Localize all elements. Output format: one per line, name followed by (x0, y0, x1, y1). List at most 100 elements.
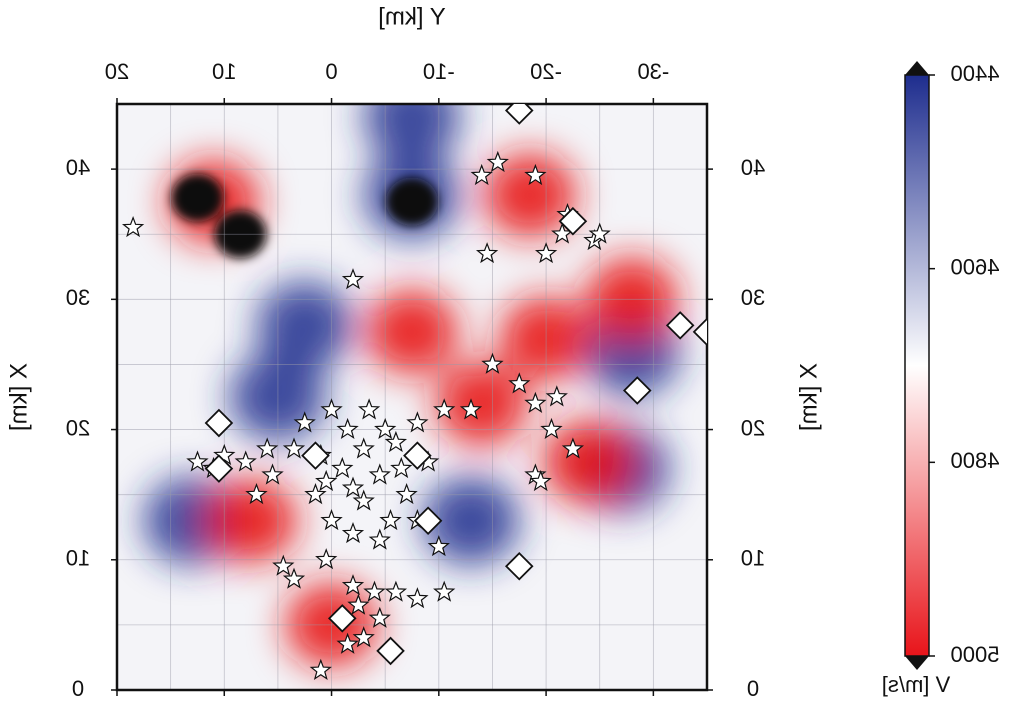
y-tick-label-right: 0 (747, 676, 759, 701)
earthquake-star (256, 437, 279, 459)
earthquake-star (341, 574, 365, 596)
x-axis-title: Y [km] (378, 3, 446, 30)
station-diamond (328, 604, 357, 633)
colorbar-gradient (904, 74, 930, 657)
earthquake-star (352, 626, 375, 648)
earthquake-star (315, 469, 338, 492)
earthquake-star (320, 508, 343, 531)
earthquake-star (395, 482, 418, 505)
earthquake-star (341, 476, 365, 498)
earthquake-star (406, 411, 429, 433)
x-tick-label-group: 20 (105, 59, 129, 84)
earthquake-star (347, 593, 370, 615)
earthquake-star (357, 398, 381, 420)
station-diamond (376, 636, 405, 666)
earthquake-star (529, 469, 552, 492)
colorbar-tick-label-group: 4600 (951, 254, 1000, 279)
y-tick-label-left: 10 (66, 546, 90, 571)
colorbar-tick-label-group: 4800 (951, 448, 1000, 473)
red-zone (435, 361, 528, 446)
station-diamond (204, 454, 234, 483)
y-axis-title-right-group: X [km] (795, 363, 822, 431)
y-tick-label-left-group: 30 (66, 285, 90, 310)
x-tick-label-group: -20 (530, 59, 562, 84)
earthquake-star (234, 450, 257, 472)
earthquake-star (352, 489, 375, 511)
y-tick-label-left: 40 (66, 155, 90, 180)
axis-ticks (111, 98, 713, 696)
station-diamond (665, 311, 695, 340)
x-axis-title-group: Y [km] (378, 3, 446, 30)
colorbar-tick-label-group: 4400 (951, 61, 1000, 86)
y-axis-title-left: X [km] (5, 363, 32, 431)
black-anomaly (386, 177, 438, 226)
x-tick-label-group: 10 (212, 59, 236, 84)
colorbar-tick-label: 5000 (951, 642, 1000, 667)
earthquake-star (272, 554, 295, 576)
earthquake-star (427, 535, 450, 557)
earthquake-star (320, 398, 343, 420)
y-tick-label-right-group: 0 (747, 676, 759, 701)
earthquake-star (282, 567, 306, 589)
earthquake-star (368, 463, 391, 485)
x-tick-label: 10 (212, 59, 236, 84)
y-axis-title-left-group: X [km] (5, 363, 32, 431)
earthquake-star (384, 430, 408, 453)
station-diamond (692, 317, 707, 347)
y-tick-label-left-group: 40 (66, 155, 90, 180)
earthquake-star (588, 222, 611, 244)
earthquake-star (433, 580, 456, 602)
x-tick-label: 0 (325, 59, 337, 84)
earthquake-star (341, 268, 365, 290)
station-diamond (413, 506, 443, 535)
earthquake-star (406, 587, 429, 609)
colorbar-top-arrow (905, 61, 929, 75)
earthquake-star (540, 417, 563, 439)
red-zone (543, 420, 635, 505)
x-tick-label: -10 (423, 59, 455, 84)
red-zone (205, 478, 298, 563)
y-tick-label-left: 30 (66, 285, 90, 310)
earthquake-star (363, 580, 386, 602)
earthquake-star (309, 658, 332, 680)
earthquake-star (508, 372, 531, 394)
station-diamond (505, 104, 534, 125)
blue-zone (423, 476, 519, 565)
station-diamond (204, 408, 234, 438)
y-axis-title-right: X [km] (795, 363, 822, 431)
x-tick-label: -30 (637, 59, 669, 84)
earthquake-star (368, 606, 391, 628)
earthquake-star (331, 456, 354, 479)
x-tick-label: 20 (105, 59, 129, 84)
y-tick-label-left-group: 0 (72, 676, 84, 701)
y-tick-label-right-group: 10 (741, 546, 765, 571)
earthquake-star (524, 391, 547, 413)
colorbar-tick-label-group: 5000 (951, 642, 1000, 667)
y-tick-label-left-group: 10 (66, 546, 90, 571)
earthquake-star (374, 417, 397, 439)
y-tick-label-right-group: 20 (741, 415, 765, 440)
earthquake-star (336, 417, 359, 439)
earthquake-star (336, 632, 359, 654)
station-diamond (301, 441, 330, 470)
y-tick-label-right-group: 30 (741, 285, 765, 310)
colorbar-bottom-arrow (905, 656, 929, 670)
x-tick-label-group: -30 (637, 59, 669, 84)
earthquake-star (341, 522, 365, 544)
x-tick-label: -20 (530, 59, 562, 84)
earthquake-star (486, 150, 509, 173)
earthquake-star (315, 548, 338, 570)
earthquake-star (481, 352, 504, 374)
y-tick-label-right: 40 (741, 155, 765, 180)
earthquake-star (561, 437, 585, 459)
y-tick-label-left: 0 (72, 676, 84, 701)
plot-frame (115, 102, 709, 692)
station-diamond (505, 552, 534, 581)
station-diamond (623, 376, 652, 405)
colorbar-tick-label: 4600 (951, 254, 1000, 279)
colorbar-title: V [m/s] (882, 672, 950, 697)
x-tick-label-group: -10 (423, 59, 455, 84)
earthquake-star (304, 482, 327, 505)
